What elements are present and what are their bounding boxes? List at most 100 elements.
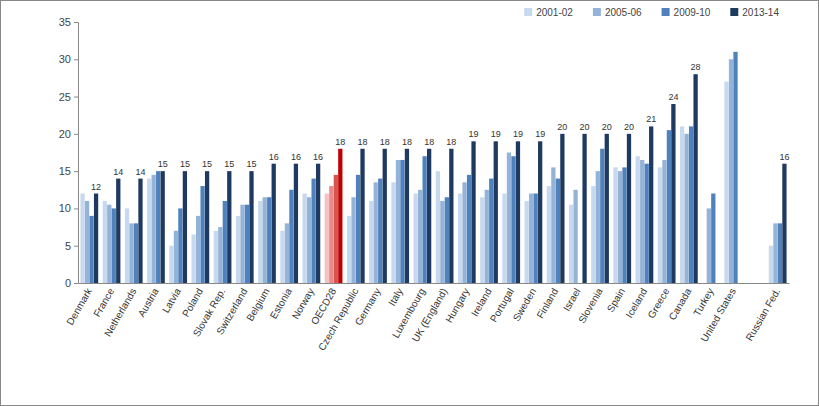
bar (138, 179, 142, 283)
bar (440, 201, 444, 283)
bar (733, 52, 737, 283)
bar (724, 82, 728, 283)
legend-label: 2005-06 (605, 7, 642, 18)
data-label: 12 (91, 182, 101, 192)
series (80, 82, 773, 283)
y-tick-mark (74, 59, 78, 60)
bar (480, 197, 484, 283)
bar (280, 231, 284, 283)
x-tick: Netherlands (102, 283, 138, 338)
x-tick-label: Italy (386, 286, 405, 307)
data-labels: 1214141515151515161616181818181818191919… (91, 62, 789, 191)
bar (658, 167, 662, 283)
x-tick: Canada (667, 283, 694, 322)
bar (591, 186, 595, 283)
x-tick: Austria (136, 283, 161, 319)
data-label: 15 (246, 159, 256, 169)
y-tick-mark (74, 97, 78, 98)
x-tick: Italy (386, 283, 405, 308)
bar (427, 149, 431, 283)
bar (338, 149, 342, 283)
bar (80, 194, 84, 283)
bar (383, 149, 387, 283)
bar (178, 208, 182, 283)
bar (369, 201, 373, 283)
data-label: 14 (135, 167, 145, 177)
legend-swatch (730, 8, 738, 16)
x-tick: Slovenia (576, 283, 605, 325)
bar (600, 149, 604, 283)
bar (729, 59, 733, 283)
bar (573, 190, 577, 283)
x-tick-label: Hungary (443, 286, 471, 324)
x-tick: Finland (534, 283, 560, 320)
x-tick: Hungary (443, 283, 471, 324)
bar (205, 171, 209, 283)
bar (129, 223, 133, 283)
data-label: 18 (380, 137, 390, 147)
data-label: 20 (580, 122, 590, 132)
bar (112, 208, 116, 283)
x-tick-label: Denmark (64, 285, 94, 326)
bar (245, 205, 249, 283)
x-tick-label: Austria (136, 286, 161, 319)
bar (462, 182, 466, 283)
x-tick-label: United States (698, 286, 738, 344)
y-tick-label: 30 (59, 53, 71, 65)
x-axis: DenmarkFranceNetherlandsAustriaLatviaPol… (64, 283, 789, 352)
bar (152, 175, 156, 283)
x-tick-label: Sweden (511, 286, 539, 323)
bar (489, 179, 493, 283)
data-label: 14 (113, 167, 123, 177)
data-label: 18 (335, 137, 345, 147)
x-tick: Czech Republic (316, 283, 361, 352)
bar (667, 130, 671, 283)
data-label: 18 (402, 137, 412, 147)
bar (249, 171, 253, 283)
data-label: 16 (779, 152, 789, 162)
bar (85, 201, 89, 283)
bar (134, 223, 138, 283)
data-label: 20 (602, 122, 612, 132)
x-tick: Denmark (64, 283, 94, 327)
data-label: 19 (513, 129, 523, 139)
bar (236, 216, 240, 283)
bar (218, 227, 222, 283)
bar (640, 160, 644, 283)
legend-label: 2001-02 (536, 7, 573, 18)
data-label: 24 (668, 92, 678, 102)
data-label: 16 (269, 152, 279, 162)
bar (445, 197, 449, 283)
bar (156, 171, 160, 283)
plot: 05101520253035DenmarkFranceNetherlandsAu… (59, 16, 790, 352)
bar (671, 104, 675, 283)
bar (161, 171, 165, 283)
bar (605, 134, 609, 283)
bar (516, 141, 520, 283)
x-tick-label: Finland (534, 286, 560, 320)
y-tick: 30 (59, 53, 78, 65)
bar (471, 141, 475, 283)
bar (529, 194, 533, 283)
legend-label: 2013-14 (742, 7, 779, 18)
y-tick-mark (74, 134, 78, 135)
bar (400, 160, 404, 283)
x-tick-label: Netherlands (102, 286, 138, 338)
frame (1, 1, 819, 406)
bar (773, 223, 777, 283)
bar (458, 194, 462, 283)
bar (391, 182, 395, 283)
y-tick: 35 (59, 16, 78, 28)
bar (423, 156, 427, 283)
y-tick-label: 5 (65, 240, 71, 252)
bar (405, 149, 409, 283)
bar (507, 153, 511, 284)
legend-swatch (524, 8, 532, 16)
x-tick-label: Switzerland (214, 286, 249, 336)
y-tick-label: 20 (59, 128, 71, 140)
x-tick-label: Russian Fed. (743, 286, 782, 343)
x-tick-label: Belgium (244, 286, 272, 323)
bar (191, 235, 195, 283)
bar (485, 190, 489, 283)
bar (511, 156, 515, 283)
